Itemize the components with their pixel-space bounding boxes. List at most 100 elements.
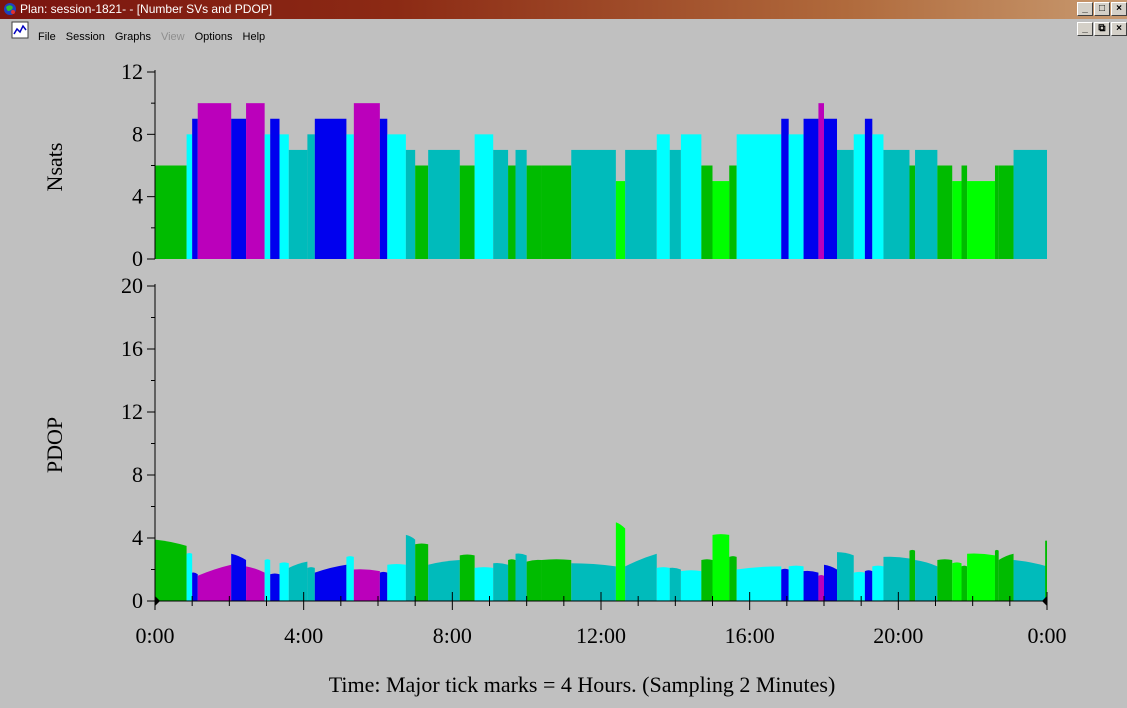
nsats-axis-label: Nsats [42,143,67,192]
menu-file[interactable]: File [38,31,56,43]
axis-end-marker [1042,596,1047,606]
nsats-bar [625,149,657,259]
nsats-bar [824,118,838,259]
nsats-chart: 0 4 8 12 [121,59,1047,271]
nsats-bar [781,118,789,259]
nsats-bar [405,149,416,259]
nsats-bar [615,181,626,259]
pdop-area [994,549,999,601]
pdop-area [837,552,854,601]
pdop-area [415,543,429,601]
pdop-area [155,539,187,601]
pdop-area [428,560,460,601]
pdop-area [915,560,938,601]
pdop-area [824,564,838,601]
pdop-area [493,563,509,601]
mdi-controls: _ ⧉ × [1077,22,1127,36]
nsats-bar [961,165,968,259]
pdop-y-tick-label: 4 [132,525,143,550]
pdop-area [1045,540,1047,601]
pdop-area [818,575,824,601]
nsats-bar [288,149,308,259]
menu-help[interactable]: Help [242,31,266,43]
x-tick-label: 12:00 [576,623,626,648]
mdi-restore-button[interactable]: ⧉ [1094,22,1110,36]
mdi-close-button[interactable]: × [1111,22,1127,36]
menu-options[interactable]: Options [194,31,233,43]
nsats-bar [526,165,542,259]
nsats-bar [246,103,265,260]
nsats-bar [656,134,670,259]
pdop-y-tick-label: 12 [121,399,143,424]
pdop-area [264,559,271,601]
nsats-bar [508,165,516,259]
nsats-bar [186,134,193,259]
nsats-bar [915,149,938,259]
mdi-minimize-button[interactable]: _ [1077,22,1093,36]
x-tick-label: 20:00 [873,623,923,648]
nsats-bar [803,118,819,259]
minimize-button[interactable]: _ [1077,2,1093,16]
x-tick-label: 16:00 [725,623,775,648]
pdop-area [615,522,626,601]
nsats-bar [515,149,527,259]
close-button[interactable]: × [1111,2,1127,16]
pdop-area [736,566,782,601]
nsats-bar [818,103,824,260]
pdop-area [405,534,416,601]
window-titlebar: Plan: session-1821- - [Number SVs and PD… [0,0,1127,19]
nsats-bar [729,165,737,259]
globe-app-icon[interactable] [3,2,17,16]
pdop-area [192,572,198,601]
nsats-y-tick-label: 8 [132,121,143,146]
x-tick-label: 8:00 [433,623,472,648]
pdop-area [231,553,247,601]
menu-view: View [160,31,185,43]
x-tick-label: 0:00 [1027,623,1066,648]
pdop-area [712,534,730,601]
nsats-bar [669,149,681,259]
nsats-bar [307,134,315,259]
nsats-bar [712,181,730,259]
nsats-bar [571,149,616,259]
nsats-bar [264,134,271,259]
nsats-bar [279,134,289,259]
pdop-area [515,553,527,601]
nsats-bar [952,181,962,259]
nsats-bar [736,134,782,259]
nsats-bar [387,134,406,259]
pdop-area [701,559,713,601]
menu-items: File Session Graphs View Options Help [38,31,275,44]
pdop-y-tick-label: 8 [132,462,143,487]
maximize-button[interactable]: □ [1094,2,1110,16]
nsats-bar [853,134,865,259]
nsats-bar [346,134,354,259]
chart-doc-icon[interactable] [11,21,29,39]
axis-start-marker [155,596,160,606]
pdop-area [669,567,681,601]
pdop-area [526,559,542,601]
nsats-bar [379,118,388,259]
pdop-y-tick-label: 0 [132,588,143,613]
nsats-bar [428,149,460,259]
nsats-bar [967,181,995,259]
pdop-area [729,556,737,601]
pdop-area [288,561,308,601]
nsats-bar [197,103,232,260]
pdop-area [379,571,388,601]
pdop-area [781,568,789,601]
pdop-area [967,553,995,601]
nsats-bar [883,149,910,259]
pdop-area [952,562,962,601]
menu-graphs[interactable]: Graphs [114,31,151,43]
menu-session[interactable]: Session [65,31,105,43]
pdop-area [459,554,475,601]
nsats-bar [909,165,916,259]
nsats-bar [474,134,494,259]
pdop-y-tick-label: 20 [121,273,143,298]
pdop-chart: 0 4 8 12 16 20 0:00 4:00 8:00 12:00 16:00 20:00 0:00 [121,273,1067,648]
pdop-area [872,565,884,601]
nsats-bar [415,165,429,259]
nsats-bar [998,165,1014,259]
